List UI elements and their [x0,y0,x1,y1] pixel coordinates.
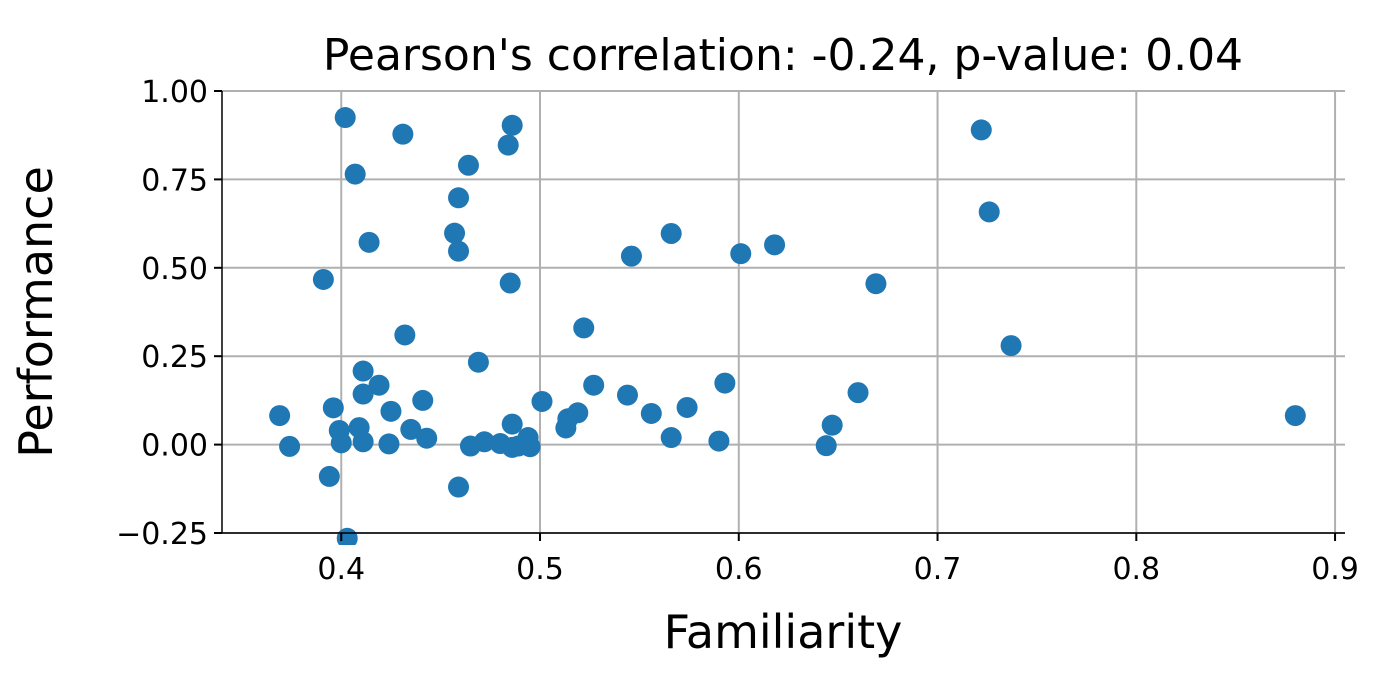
data-point [279,435,301,457]
data-point [269,405,291,427]
x-tick-label: 0.8 [1112,552,1160,587]
data-point [821,414,843,436]
data-point [392,123,414,145]
data-point [501,413,523,435]
data-point [501,114,523,136]
data-point [380,400,402,422]
y-axis-label: Performance [9,166,63,458]
data-point [730,243,752,265]
data-point [358,231,380,253]
data-point [1284,405,1306,427]
data-point [336,527,358,545]
data-point [573,317,595,339]
data-point [352,383,374,405]
data-point [352,360,374,382]
data-point [312,268,334,290]
x-tick-label: 0.4 [317,552,365,587]
data-point [978,201,1000,223]
data-point [708,430,730,452]
data-point [660,427,682,449]
data-point [444,222,466,244]
y-tick-label: 0.25 [141,340,208,375]
data-point [322,397,344,419]
data-point [416,427,438,449]
x-axis-label: Familiarity [664,605,903,659]
data-point [583,374,605,396]
data-point [519,436,541,458]
x-tick-label: 0.6 [715,552,763,587]
x-tick-label: 0.9 [1311,552,1359,587]
data-point [352,431,374,453]
data-point [567,402,589,424]
y-tick-label: 1.00 [141,75,208,110]
data-point [640,402,662,424]
data-point [497,134,519,156]
data-point [394,324,416,346]
y-tick-label: 0.50 [141,252,208,287]
data-point [318,465,340,487]
x-tick-label: 0.7 [914,552,962,587]
data-point [368,374,390,396]
data-point [815,435,837,457]
data-point [1000,335,1022,357]
data-point [412,389,434,411]
data-point [531,390,553,412]
data-point [970,119,992,141]
axis-spines [221,91,1345,534]
data-point [334,107,356,129]
data-point [467,351,489,373]
data-points [269,107,1306,545]
data-point [499,272,521,294]
x-tick-label: 0.5 [516,552,564,587]
y-tick-label: 0.00 [141,429,208,464]
data-point [448,240,470,262]
data-point [764,234,786,256]
data-point [400,418,422,440]
data-point [330,432,352,454]
data-point [344,163,366,185]
data-point [473,431,495,453]
data-point [865,273,887,295]
data-point [616,384,638,406]
data-point [676,396,698,418]
chart-title: Pearson's correlation: -0.24, p-value: 0… [323,30,1243,81]
data-point [714,372,736,394]
grid-lines [222,90,1345,534]
data-point [457,154,479,176]
y-tick-label: −0.25 [116,517,208,552]
data-point [378,433,400,455]
data-point [448,187,470,209]
y-tick-label: 0.75 [141,163,208,198]
data-point [847,382,869,404]
data-point [620,245,642,267]
axis-ticks: 0.4 0.5 0.6 0.7 0.8 0.9 −0.25 0.00 0.25 0.50 0.75 1… [116,75,1359,587]
data-point [660,223,682,245]
data-point [448,476,470,498]
